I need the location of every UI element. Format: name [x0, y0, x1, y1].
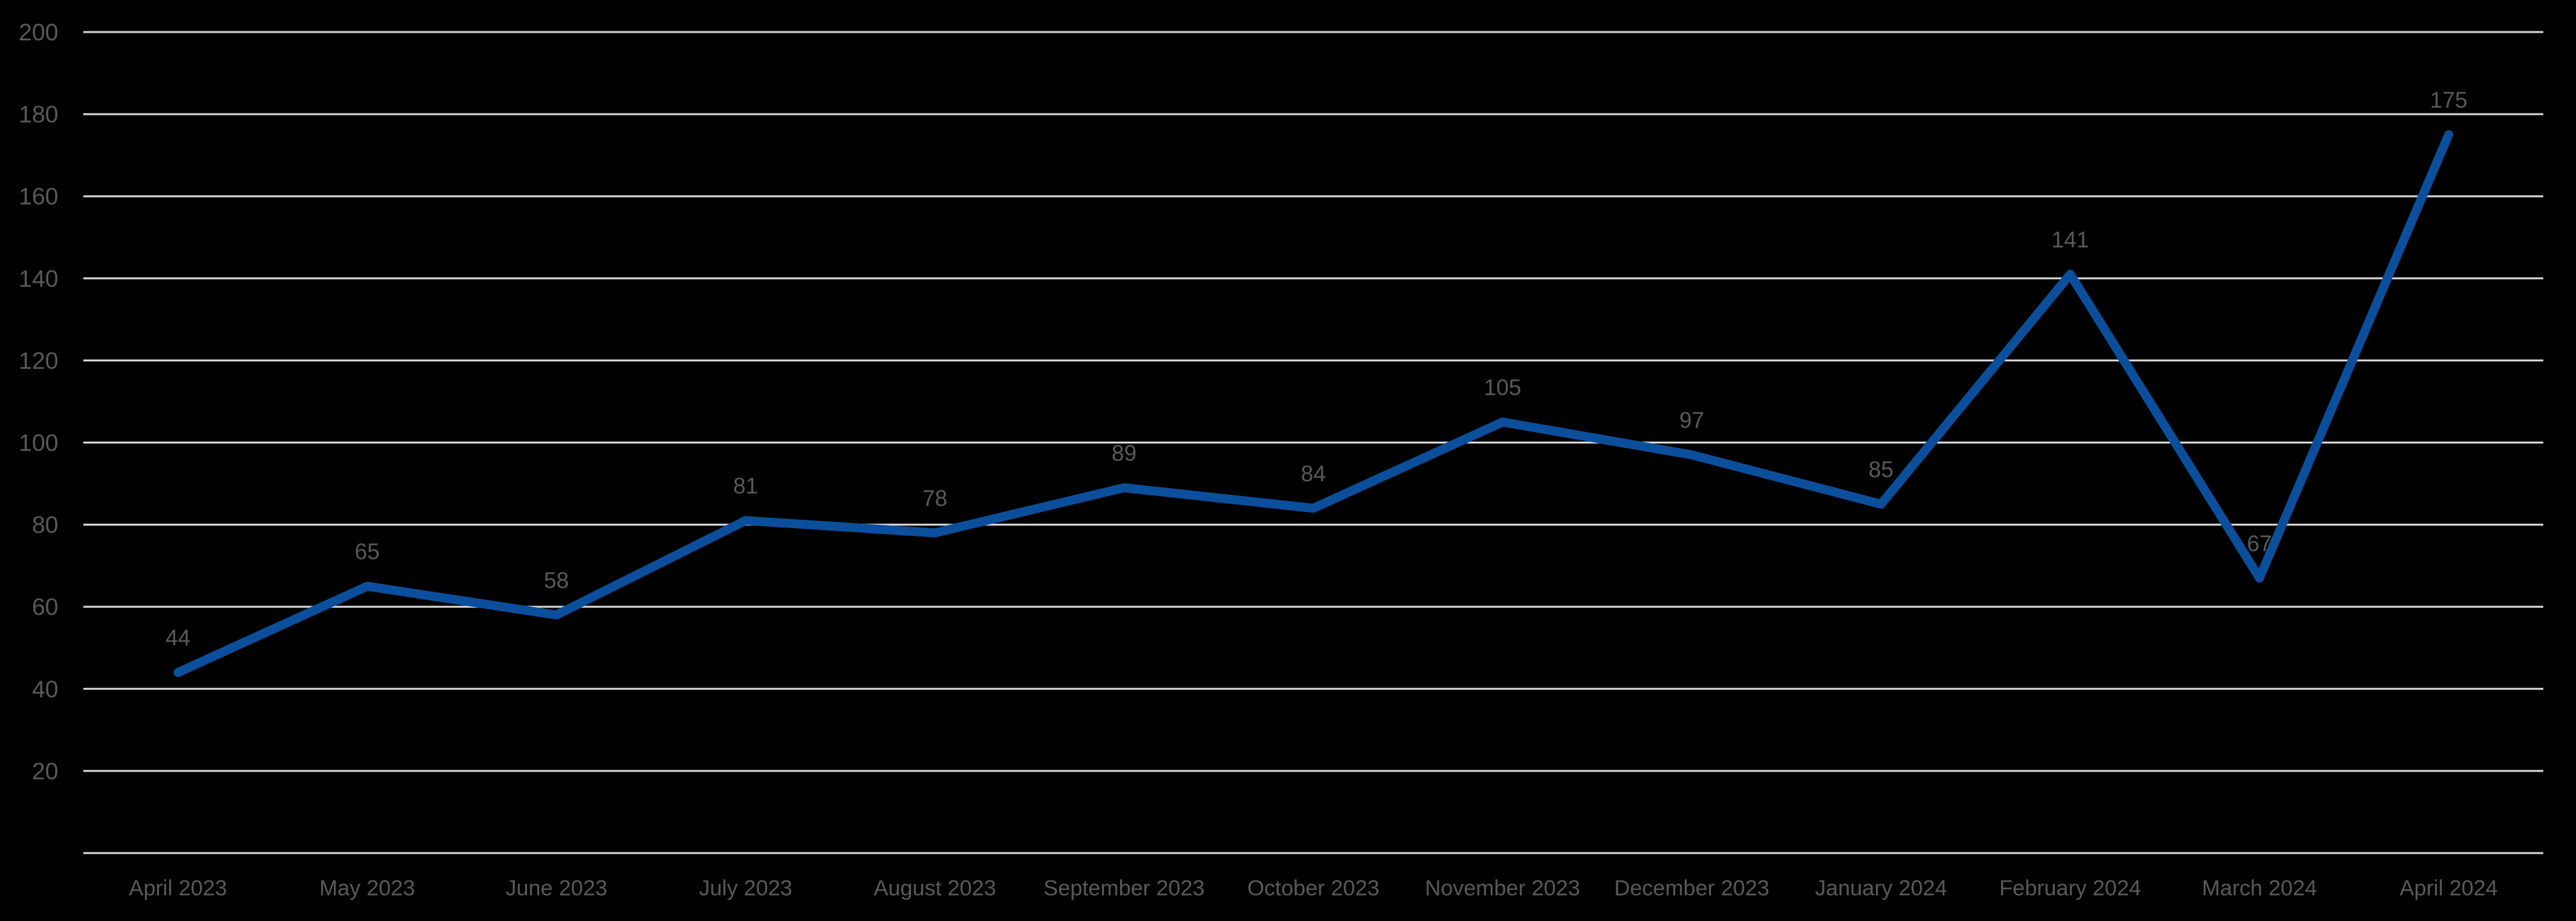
y-tick-label: 60	[32, 594, 58, 620]
x-tick-label: May 2023	[319, 876, 415, 900]
x-tick-label: April 2023	[129, 876, 227, 900]
data-label: 78	[923, 486, 948, 511]
y-tick-label: 140	[19, 265, 58, 292]
data-label: 175	[2430, 88, 2467, 113]
y-axis: 20 40 60 80 100 120 140 160 180 200	[19, 19, 58, 784]
data-label: 105	[1484, 375, 1521, 400]
gridlines	[83, 31, 2543, 854]
x-tick-label: December 2023	[1614, 876, 1769, 900]
x-tick-label: July 2023	[699, 876, 792, 900]
data-label: 81	[733, 474, 758, 499]
x-tick-label: March 2024	[2202, 876, 2317, 900]
y-tick-label: 160	[19, 183, 58, 210]
x-tick-label: April 2024	[2400, 876, 2498, 900]
data-label: 85	[1868, 458, 1893, 483]
x-tick-label: February 2024	[2000, 876, 2141, 900]
data-label: 44	[165, 626, 190, 651]
x-tick-label: September 2023	[1044, 876, 1205, 900]
data-label: 67	[2247, 531, 2272, 556]
data-label: 89	[1112, 441, 1137, 466]
data-label: 84	[1301, 461, 1326, 486]
x-tick-label: June 2023	[505, 876, 607, 900]
x-tick-label: November 2023	[1425, 876, 1580, 900]
x-axis: April 2023 May 2023 June 2023 July 2023 Augu…	[129, 876, 2498, 900]
y-tick-label: 40	[32, 676, 58, 702]
data-label: 65	[355, 540, 380, 565]
data-label: 58	[544, 568, 569, 593]
data-label: 141	[2052, 228, 2089, 253]
y-tick-label: 120	[19, 347, 58, 374]
y-tick-label: 20	[32, 758, 58, 784]
data-label: 97	[1679, 408, 1704, 433]
data-labels: 44 65 58 81 78 89 84 105 97 85 141 67 175	[165, 88, 2468, 651]
y-tick-label: 80	[32, 512, 58, 538]
series-line	[173, 130, 2454, 677]
y-tick-label: 200	[19, 19, 58, 46]
x-tick-label: October 2023	[1247, 876, 1379, 900]
y-tick-label: 180	[19, 101, 58, 128]
x-tick-label: August 2023	[874, 876, 996, 900]
x-tick-label: January 2024	[1815, 876, 1947, 900]
y-tick-label: 100	[19, 430, 58, 456]
series-line-group	[173, 130, 2454, 677]
